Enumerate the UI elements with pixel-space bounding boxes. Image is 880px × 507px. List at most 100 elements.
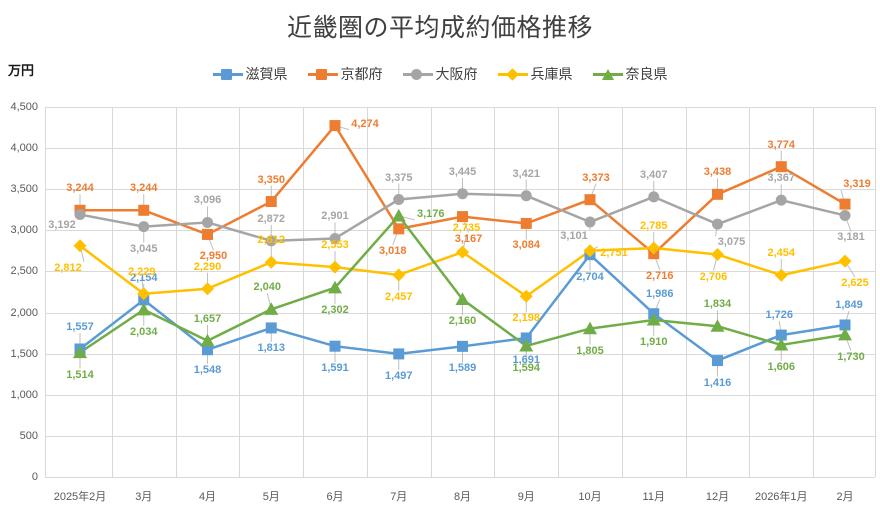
series-marker [774,268,788,282]
series-marker [520,217,532,229]
gridline-horizontal [45,313,875,314]
legend-swatch-icon [307,67,338,81]
y-axis-tick: 4,500 [10,101,38,113]
series-marker [712,218,723,230]
data-point-label: 1,657 [193,312,222,325]
data-point-label: 1,514 [66,368,94,381]
data-point-label: 3,407 [639,168,668,181]
data-point-label: 1,548 [193,363,222,376]
data-point-label: 3,445 [448,165,477,178]
data-point-label: 2,034 [129,325,158,338]
series-marker [583,321,597,335]
data-point-label: 2,751 [600,246,628,259]
series-marker [584,216,596,228]
data-point-label: 2,872 [257,212,286,225]
series-marker [138,221,150,233]
y-axis-tick: 4,000 [10,142,38,155]
series-marker [457,211,468,223]
series-marker [393,348,405,360]
y-axis-tick: 500 [19,429,38,442]
x-axis-tick: 7月 [390,491,408,503]
series-lines [73,120,856,377]
data-point-label: 2,553 [321,239,349,252]
y-axis-unit-label: 万円 [8,63,35,78]
series-marker [202,216,213,228]
x-axis-tick: 10月 [578,491,602,503]
gridline-horizontal [45,271,875,272]
data-point-label: 3,375 [384,171,413,184]
gridline-vertical [686,107,687,477]
y-axis-tick: 2,000 [10,306,38,319]
gridline-horizontal [45,230,875,231]
data-point-label: 3,045 [129,242,158,255]
data-point-label: 3,176 [416,207,445,220]
gridline-vertical [875,107,876,477]
series-marker [838,327,852,341]
data-point-label: 3,181 [837,231,865,244]
gridline-vertical [112,107,113,477]
chart-legend: 滋賀県 京都府 大阪府 兵庫県 奈良県 [0,64,880,84]
series-marker [329,120,341,132]
data-point-label: 3,101 [560,230,588,243]
gridline-horizontal [45,354,875,355]
series-marker [392,268,406,282]
series-marker [391,208,406,222]
data-point-label: 3,350 [257,173,286,186]
y-axis-tick: 0 [31,471,38,483]
x-axis-tick: 2025年2月 [53,491,107,503]
legend-label: 京都府 [340,66,383,82]
chart-title: 近畿圏の平均成約価格推移 [286,14,593,42]
data-point-label: 1,591 [321,362,349,375]
data-point-label: 3,167 [454,232,483,245]
data-point-label: 1,910 [639,335,668,348]
legend-item-5[interactable]: 奈良県 [592,64,668,84]
series-marker [838,254,852,268]
legend-item-2[interactable]: 京都府 [307,64,383,84]
series-marker [457,340,468,352]
legend-item-3[interactable]: 大阪府 [402,64,478,84]
plot-area: 1,557 2,154 1,548 1,813 1,591 1,497 1,589 1,691… [45,107,876,478]
data-point-label: 2,457 [384,290,413,303]
data-point-label: 3,438 [703,166,732,179]
series-marker [328,280,342,294]
gridline-vertical [239,107,240,477]
data-point-label: 2,290 [193,260,222,273]
legend-label: 奈良県 [625,66,668,82]
data-point-label: 2,735 [452,222,481,235]
gridline-vertical [813,107,814,477]
legend-item-1[interactable]: 滋賀県 [212,64,288,84]
y-axis-tick: 2,500 [10,265,38,278]
series-marker [264,302,279,315]
data-point-label: 2,154 [129,271,158,284]
series-marker [839,198,851,210]
data-point-label: 1,805 [576,344,604,357]
series-marker [775,161,787,173]
data-point-label: 3,373 [582,171,610,184]
series-marker [456,245,469,259]
legend-item-4[interactable]: 兵庫県 [497,64,573,84]
data-point-label: 1,849 [835,298,863,311]
x-axis-tick: 6月 [326,491,344,503]
data-point-label: 3,096 [193,194,222,207]
gridline-vertical [558,107,559,477]
data-point-label: 1,834 [703,298,732,311]
series-marker [202,344,213,356]
data-point-label: 2,706 [699,270,728,283]
legend-label: 滋賀県 [245,66,288,82]
x-axis-tick: 11月 [642,491,665,503]
gridline-horizontal [45,477,875,478]
x-axis-tick: 12月 [705,491,730,503]
data-point-label: 3,244 [129,182,158,195]
legend-label: 兵庫県 [530,66,573,82]
data-point-label: 1,813 [257,341,286,354]
gridline-vertical [431,107,432,477]
series-marker [138,204,150,216]
series-marker [202,228,213,240]
y-axis-tick: 1,500 [10,347,38,360]
gridline-vertical [367,107,368,477]
series-marker [329,340,341,352]
series-marker [519,338,534,352]
x-axis-tick: 5月 [262,491,280,503]
data-point-label: 2,812 [54,261,82,274]
